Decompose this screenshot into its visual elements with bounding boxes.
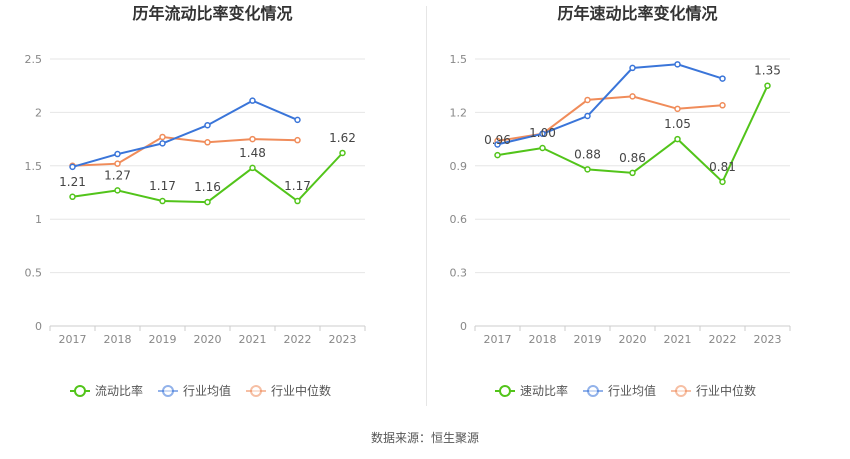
legend-label: 行业中位数 — [696, 383, 756, 398]
data-point — [674, 61, 681, 68]
data-label: 1.16 — [194, 180, 221, 194]
x-tick-label: 2020 — [619, 333, 647, 346]
legend-label: 行业均值 — [183, 383, 231, 398]
data-label: 0.86 — [619, 151, 646, 165]
x-tick-label: 2022 — [284, 333, 312, 346]
x-tick-label: 2021 — [664, 333, 692, 346]
data-point — [339, 149, 346, 157]
data-point — [204, 198, 211, 206]
data-point — [69, 163, 76, 171]
data-point — [204, 121, 211, 129]
y-tick-label: 1.5 — [450, 53, 468, 66]
quick-ratio-plot: 0 0.3 0.6 0.9 1.2 1.5 2017 2018 2019 2020 2021 2022… — [450, 53, 791, 398]
x-tick-label: 2021 — [239, 333, 267, 346]
data-point — [584, 166, 591, 173]
source-note: 数据来源：恒生聚源 — [370, 431, 479, 445]
data-label: 1.17 — [149, 179, 176, 193]
data-point — [294, 197, 301, 205]
x-tick-label: 2023 — [754, 333, 782, 346]
series-line — [72, 135, 298, 167]
legend-swatch-marker — [162, 385, 174, 397]
legend-swatch-marker — [74, 385, 86, 397]
legend-swatch-marker — [250, 385, 262, 397]
x-tick-label: 2020 — [194, 333, 222, 346]
data-point — [584, 96, 591, 104]
data-point — [159, 197, 166, 205]
legend-swatch-marker — [499, 385, 511, 397]
data-label: 1.48 — [239, 146, 266, 160]
data-point — [494, 151, 501, 159]
series-line — [72, 99, 298, 168]
data-label: 0.81 — [709, 160, 736, 174]
x-tick-label: 2018 — [104, 333, 132, 346]
y-tick-label: 2.5 — [25, 53, 43, 66]
y-tick-label: 0.9 — [450, 160, 468, 173]
data-label: 0.88 — [574, 147, 601, 161]
data-point — [159, 133, 166, 141]
x-tick-label: 2019 — [149, 333, 177, 346]
x-tick-label: 2018 — [529, 333, 557, 346]
x-tick-label: 2017 — [484, 333, 512, 346]
data-point — [719, 75, 726, 82]
y-tick-label: 1.2 — [450, 106, 468, 119]
data-point — [294, 116, 301, 124]
panel-divider — [426, 6, 427, 406]
legend-label: 流动比率 — [95, 383, 143, 398]
y-tick-label: 1 — [35, 213, 42, 226]
y-tick-label: 1.5 — [25, 160, 43, 173]
data-point — [674, 135, 681, 143]
data-point — [629, 93, 636, 100]
legend-swatch-marker — [587, 385, 599, 397]
legend-label: 行业均值 — [608, 383, 656, 398]
data-point — [69, 193, 76, 201]
data-point — [719, 102, 726, 109]
data-point — [764, 82, 771, 89]
data-point — [249, 164, 256, 172]
data-point — [114, 160, 121, 167]
chart-title: 历年速动比率变化情况 — [557, 4, 718, 23]
x-tick-label: 2019 — [574, 333, 602, 346]
data-label: 1.00 — [529, 126, 556, 140]
current-ratio-plot: 0 0.5 1 1.5 2 2.5 2017 2018 2019 2020 2021 2022 2023… — [25, 53, 366, 398]
data-point — [204, 139, 211, 146]
x-tick-label: 2022 — [709, 333, 737, 346]
data-point — [629, 64, 636, 72]
data-point — [539, 144, 546, 152]
quick-ratio-chart: 历年速动比率变化情况 0 0.3 0.6 0.9 1.2 1.5 2017 2018 2019 2… — [425, 0, 850, 415]
data-point — [249, 97, 256, 104]
data-point — [159, 140, 166, 147]
x-tick-label: 2017 — [59, 333, 87, 346]
data-label: 1.35 — [754, 64, 781, 78]
data-point — [629, 169, 636, 177]
y-tick-label: 2 — [35, 106, 42, 119]
data-point — [674, 105, 681, 113]
data-point — [249, 135, 256, 143]
data-label: 1.17 — [284, 179, 311, 193]
data-label: 1.05 — [664, 117, 691, 131]
data-point — [584, 112, 591, 120]
data-label: 1.27 — [104, 168, 131, 182]
legend-swatch-marker — [675, 385, 687, 397]
data-label: 1.62 — [329, 131, 356, 145]
data-point — [114, 150, 121, 158]
data-label: 0.96 — [484, 133, 511, 147]
legend-label: 速动比率 — [520, 383, 568, 398]
data-point — [294, 136, 301, 144]
data-point — [719, 178, 726, 186]
data-point — [539, 130, 546, 138]
data-label: 1.21 — [59, 175, 86, 189]
series-line — [497, 63, 723, 146]
chart-title: 历年流动比率变化情况 — [132, 4, 293, 23]
current-ratio-chart: 历年流动比率变化情况 0 0.5 1 1.5 2 2.5 2017 2018 2019 2020 2… — [0, 0, 425, 415]
y-tick-label: 0.3 — [450, 267, 468, 280]
x-tick-label: 2023 — [329, 333, 357, 346]
y-tick-label: 0.5 — [25, 267, 43, 280]
y-tick-label: 0 — [460, 320, 467, 333]
y-tick-label: 0 — [35, 320, 42, 333]
y-tick-label: 0.6 — [450, 213, 468, 226]
data-point — [114, 187, 121, 194]
legend-label: 行业中位数 — [271, 383, 331, 398]
data-point — [494, 141, 501, 148]
